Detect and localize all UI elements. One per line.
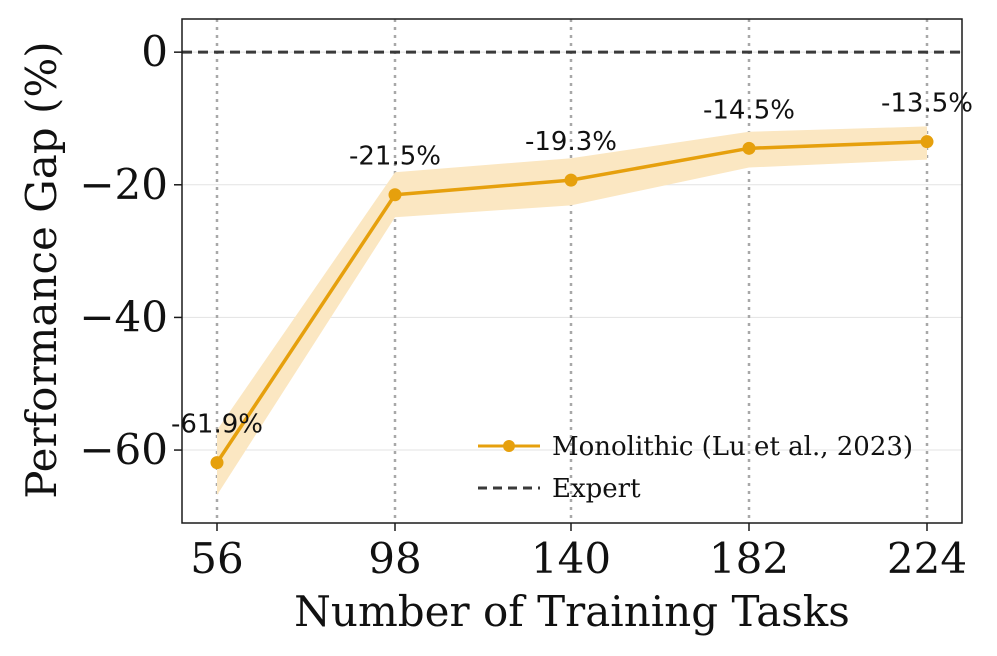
x-tick-label-2: 140 xyxy=(531,534,611,583)
legend: Monolithic (Lu et al., 2023) Expert xyxy=(478,432,913,504)
legend-monolithic-label: Monolithic (Lu et al., 2023) xyxy=(552,432,913,462)
confidence-band xyxy=(217,126,927,496)
data-label-3: -14.5% xyxy=(703,95,795,125)
monolithic-point-3 xyxy=(742,141,756,155)
data-label-1: -21.5% xyxy=(349,142,441,172)
x-ticks-layer: 56 98 140 182 224 xyxy=(190,523,967,583)
legend-expert-label: Expert xyxy=(552,474,641,504)
x-tick-label-0: 56 xyxy=(190,534,243,583)
monolithic-point-4 xyxy=(920,135,934,149)
confidence-band-layer xyxy=(217,126,927,496)
y-tick-label-1: −20 xyxy=(79,160,168,209)
data-label-4: -13.5% xyxy=(881,89,973,119)
x-tick-label-4: 224 xyxy=(887,534,967,583)
plot-frame xyxy=(181,18,963,524)
y-axis-label: Performance Gap (%) xyxy=(17,41,66,498)
y-tick-label-3: −60 xyxy=(79,425,168,474)
data-label-2: -19.3% xyxy=(525,127,617,157)
x-tick-label-1: 98 xyxy=(368,534,421,583)
y-tick-label-0: 0 xyxy=(141,27,168,76)
data-label-0: -61.9% xyxy=(171,410,263,440)
y-tick-label-2: −40 xyxy=(79,292,168,341)
data-labels-layer: -61.9% -21.5% -19.3% -14.5% -13.5% xyxy=(171,89,973,440)
series-layer xyxy=(210,135,934,470)
monolithic-point-1 xyxy=(388,188,402,202)
x-tick-label-3: 182 xyxy=(709,534,789,583)
y-ticks-layer: 0 −20 −40 −60 xyxy=(79,27,182,474)
legend-monolithic-marker xyxy=(503,440,515,452)
x-axis-label: Number of Training Tasks xyxy=(294,587,850,636)
monolithic-point-2 xyxy=(564,173,578,187)
monolithic-point-0 xyxy=(210,456,224,470)
